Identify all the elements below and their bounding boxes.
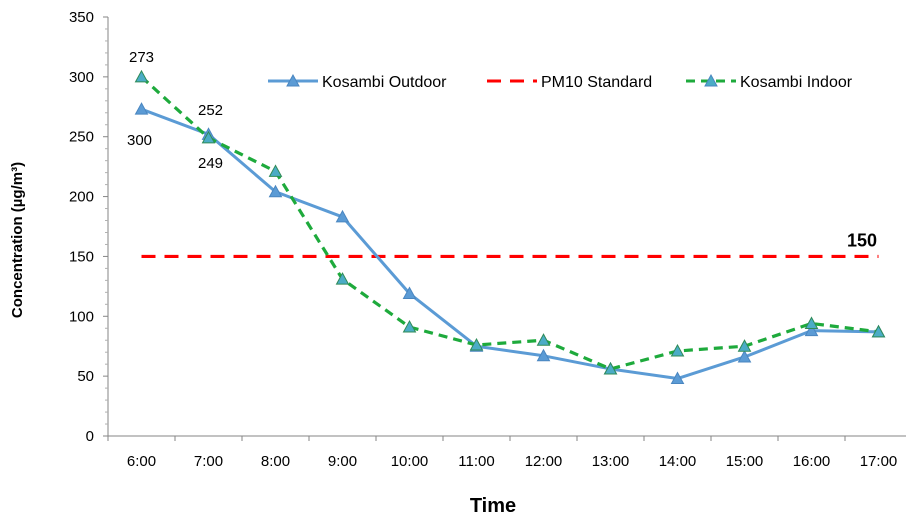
y-tick-label: 0 [86, 428, 94, 445]
x-tick-label: 12:00 [525, 453, 563, 470]
data-label: 249 [198, 155, 223, 172]
x-tick-label: 9:00 [328, 453, 357, 470]
data-point-marker [134, 102, 149, 115]
x-tick-label: 6:00 [127, 453, 156, 470]
data-point-marker [737, 349, 752, 363]
legend-label: PM10 Standard [541, 74, 652, 91]
data-label: 273 [129, 49, 154, 66]
data-point-marker [402, 286, 417, 300]
data-point-marker [737, 339, 752, 352]
series-line-kosambi-indoor [140, 75, 879, 371]
axis-lines [107, 17, 906, 437]
data-point-marker [201, 130, 216, 144]
data-point-marker [670, 343, 685, 357]
data-point-marker [804, 323, 819, 337]
legend: Kosambi Outdoor PM10 Standard Kosambi Indo… [268, 73, 853, 91]
legend-marker [286, 73, 300, 87]
y-axis-ticks: 0 50 100 150 200 250 300 350 [69, 9, 108, 445]
x-tick-label: 15:00 [726, 453, 764, 470]
x-axis-ticks: 6:00 7:00 8:00 9:00 10:00 11:00 12:00 13:00 14:0… [107, 436, 898, 470]
x-tick-label: 14:00 [659, 453, 697, 470]
data-point-marker [603, 361, 618, 375]
data-label: 252 [198, 102, 223, 119]
data-point-marker [335, 209, 350, 223]
legend-marker [704, 73, 718, 87]
y-tick-label: 250 [69, 129, 94, 146]
data-point-marker [469, 337, 484, 351]
y-tick-label: 300 [69, 69, 94, 86]
legend-label: Kosambi Indoor [740, 74, 853, 91]
data-point-marker [536, 348, 551, 362]
y-tick-label: 350 [69, 9, 94, 26]
x-tick-label: 10:00 [391, 453, 429, 470]
data-point-marker [335, 272, 350, 285]
data-label: 150 [847, 230, 877, 250]
y-axis-title: Concentration (µg/m³) [9, 162, 26, 318]
x-tick-label: 16:00 [793, 453, 831, 470]
data-point-marker [268, 184, 283, 198]
series-line-kosambi-outdoor [140, 107, 879, 381]
legend-label: Kosambi Outdoor [322, 74, 447, 91]
data-point-marker [670, 371, 685, 385]
x-tick-label: 7:00 [194, 453, 223, 470]
x-axis-title: Time [470, 495, 516, 517]
y-tick-label: 200 [69, 189, 94, 206]
data-point-marker [134, 69, 149, 83]
data-point-marker [871, 324, 886, 338]
y-tick-label: 50 [77, 368, 94, 385]
x-tick-label: 8:00 [261, 453, 290, 470]
data-point-marker [402, 320, 417, 333]
data-point-marker [804, 316, 819, 329]
y-tick-label: 100 [69, 308, 94, 325]
series-lines [134, 69, 886, 385]
data-point-marker [268, 164, 283, 177]
x-tick-label: 11:00 [458, 453, 494, 470]
x-tick-label: 13:00 [592, 453, 630, 470]
data-point-marker [536, 333, 551, 346]
data-labels: 273 300 252 249 150 [127, 49, 877, 250]
y-tick-label: 150 [69, 248, 94, 265]
x-tick-label: 17:00 [860, 453, 898, 470]
data-label: 300 [127, 132, 152, 149]
